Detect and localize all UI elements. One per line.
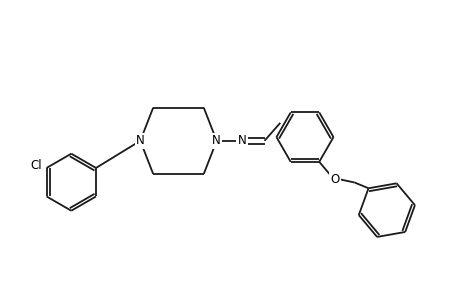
Text: N: N <box>135 134 145 147</box>
Text: Cl: Cl <box>31 159 42 172</box>
Text: N: N <box>237 134 246 147</box>
Text: O: O <box>330 173 339 186</box>
Text: N: N <box>212 134 221 147</box>
